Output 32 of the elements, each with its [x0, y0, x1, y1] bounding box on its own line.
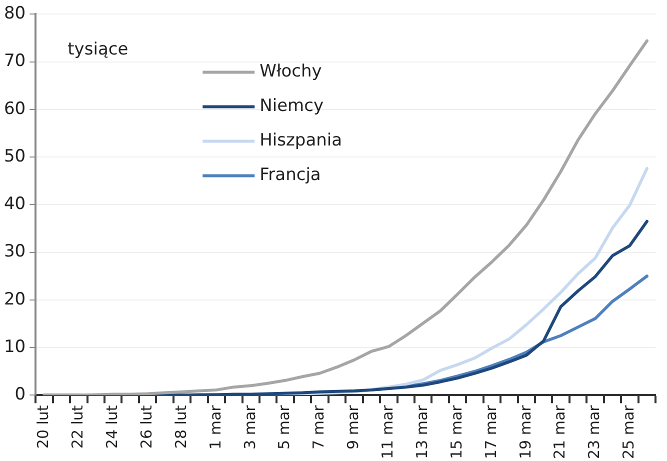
y-tick-label: 50	[4, 146, 26, 166]
x-tick-label: 22 lut	[68, 405, 87, 449]
x-tick-label: 23 mar	[585, 404, 604, 459]
x-tick-label: 25 mar	[620, 404, 638, 459]
x-tick-label: 13 mar	[412, 404, 431, 459]
x-tick-label: 5 mar	[275, 404, 294, 450]
y-tick-label: 40	[4, 194, 26, 214]
y-tick-label: 80	[4, 4, 26, 24]
x-tick-label: 15 mar	[447, 404, 466, 459]
legend-label: Francja	[260, 165, 321, 186]
legend-label: Niemcy	[260, 96, 324, 116]
legend-label: Hiszpania	[260, 130, 342, 151]
y-tick-label: 20	[4, 289, 26, 310]
x-tick-label: 19 mar	[516, 404, 534, 459]
legend-label: Włochy	[260, 62, 322, 82]
x-tick-label: 28 lut	[172, 405, 190, 449]
y-tick-label: 0	[14, 384, 26, 405]
x-tick-label: 11 mar	[378, 404, 397, 459]
x-tick-label: 26 lut	[137, 405, 156, 449]
y-axis-title: tysiące	[68, 39, 128, 60]
y-tick-label: 60	[4, 98, 26, 119]
x-tick-label: 7 mar	[310, 404, 328, 450]
x-tick-label: 9 mar	[344, 404, 362, 450]
y-tick-label: 70	[4, 51, 26, 72]
x-tick-label: 20 lut	[34, 405, 52, 449]
y-tick-label: 30	[4, 242, 26, 262]
x-tick-label: 24 lut	[103, 405, 122, 449]
y-tick-label: 10	[4, 336, 26, 357]
x-tick-label: 17 mar	[482, 404, 500, 459]
x-tick-label: 21 mar	[550, 404, 569, 459]
x-tick-label: 3 mar	[240, 404, 259, 450]
x-tick-label: 1 mar	[206, 404, 224, 450]
